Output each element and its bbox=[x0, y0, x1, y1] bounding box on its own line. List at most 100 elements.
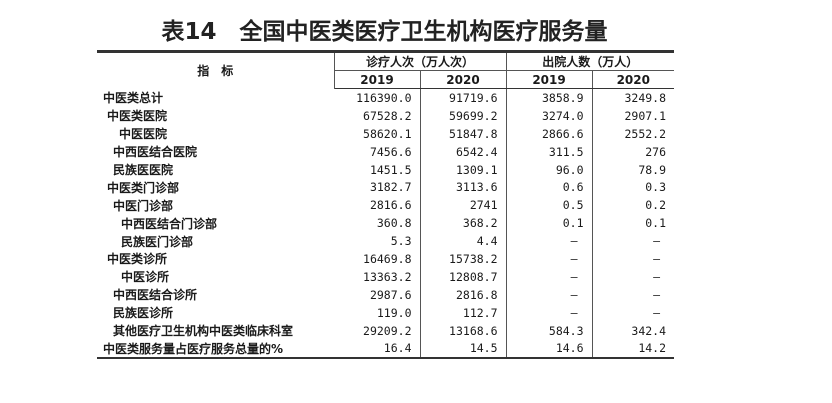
row-label: 中西医结合医院 bbox=[113, 145, 198, 160]
cell: 112.7 bbox=[420, 303, 507, 322]
cell: – bbox=[506, 232, 593, 251]
cell: – bbox=[653, 251, 661, 266]
row-label: 民族医诊所 bbox=[113, 306, 174, 321]
cell: 3249.8 bbox=[624, 90, 667, 105]
cell: 0.6 bbox=[506, 178, 593, 197]
cell: 360.8 bbox=[334, 214, 421, 233]
cell: – bbox=[653, 234, 661, 249]
indicator-header: 指 标 bbox=[97, 51, 335, 89]
row-label: 中医类服务量占医疗服务总量的% bbox=[103, 341, 284, 356]
cell: 2816.6 bbox=[334, 196, 421, 215]
cell: 3113.6 bbox=[420, 178, 507, 197]
cell: 342.4 bbox=[631, 323, 667, 338]
cell: 58620.1 bbox=[334, 124, 421, 143]
year-header: 2019 bbox=[334, 70, 421, 89]
cell: 0.5 bbox=[506, 196, 593, 215]
cell: 2866.6 bbox=[506, 124, 593, 143]
table-title: 表14 全国中医类医疗卫生机构医疗服务量 bbox=[161, 19, 608, 45]
cell: 311.5 bbox=[506, 142, 593, 161]
cell: 1451.5 bbox=[334, 160, 421, 179]
cell: – bbox=[506, 250, 593, 268]
cell: 16469.8 bbox=[334, 250, 421, 268]
cell: 4.4 bbox=[420, 232, 507, 251]
cell: 15738.2 bbox=[420, 250, 507, 268]
row-label: 中医诊所 bbox=[121, 270, 170, 285]
document: 表14 全国中医类医疗卫生机构医疗服务量 指 标 诊疗人次（万人次） 出院人数（… bbox=[97, 14, 675, 360]
cell: 29209.2 bbox=[334, 321, 421, 340]
row-label: 中医类门诊部 bbox=[107, 180, 180, 195]
cell: 116390.0 bbox=[334, 88, 421, 107]
year-header: 2019 bbox=[506, 70, 593, 89]
discharges-header: 出院人数（万人） bbox=[506, 51, 675, 71]
year-header: 2020 bbox=[592, 70, 675, 89]
table-row: 中医类诊所 16469.8 15738.2 – – bbox=[97, 250, 674, 268]
table-row: 中西医结合门诊部 360.8 368.2 0.1 0.1 bbox=[97, 214, 674, 233]
row-label: 其他医疗卫生机构中医类临床科室 bbox=[113, 324, 294, 339]
table-row: 民族医门诊部 5.3 4.4 – – bbox=[97, 232, 674, 251]
row-label: 民族医门诊部 bbox=[121, 234, 194, 249]
cell: 276 bbox=[645, 144, 667, 159]
cell: 3858.9 bbox=[506, 88, 593, 107]
cell: 14.6 bbox=[506, 339, 593, 359]
cell: 584.3 bbox=[506, 321, 593, 340]
row-label: 中医类诊所 bbox=[107, 252, 168, 267]
cell: 13168.6 bbox=[420, 321, 507, 340]
table-row: 中医类总计 116390.0 91719.6 3858.9 3249.8 bbox=[97, 88, 674, 107]
service-volume-table: 指 标 诊疗人次（万人次） 出院人数（万人） 2019 2020 2019 20… bbox=[97, 50, 675, 360]
visits-header: 诊疗人次（万人次） bbox=[334, 51, 507, 71]
year-header: 2020 bbox=[420, 70, 507, 89]
row-label: 中医门诊部 bbox=[113, 198, 174, 213]
cell: – bbox=[653, 305, 661, 320]
cell: 13363.2 bbox=[334, 267, 421, 286]
cell: 6542.4 bbox=[420, 142, 507, 161]
cell: 16.4 bbox=[334, 339, 421, 359]
table-row: 中医类医院 67528.2 59699.2 3274.0 2907.1 bbox=[97, 106, 674, 125]
table-row: 中医门诊部 2816.6 2741 0.5 0.2 bbox=[97, 196, 674, 215]
cell: – bbox=[506, 303, 593, 322]
cell: 78.9 bbox=[638, 162, 667, 177]
table-row: 中西医结合医院 7456.6 6542.4 311.5 276 bbox=[97, 142, 674, 161]
cell: 2907.1 bbox=[624, 108, 667, 123]
row-label: 民族医医院 bbox=[113, 163, 174, 177]
row-label: 中西医结合诊所 bbox=[113, 288, 198, 303]
table-row: 中医诊所 13363.2 12808.7 – – bbox=[97, 267, 674, 286]
cell: 0.2 bbox=[645, 198, 667, 213]
row-label: 中医类总计 bbox=[103, 91, 164, 106]
cell: 2987.6 bbox=[334, 285, 421, 304]
row-label: 中医医院 bbox=[119, 127, 168, 142]
cell: 119.0 bbox=[334, 303, 421, 322]
row-label: 中医类医院 bbox=[107, 109, 168, 124]
table-row: 其他医疗卫生机构中医类临床科室 29209.2 13168.6 584.3 34… bbox=[97, 321, 674, 340]
table-row: 中医医院 58620.1 51847.8 2866.6 2552.2 bbox=[97, 124, 674, 143]
cell: 3182.7 bbox=[334, 178, 421, 197]
cell: 2741 bbox=[420, 196, 507, 215]
cell: 368.2 bbox=[420, 214, 507, 233]
cell: 91719.6 bbox=[420, 88, 507, 107]
cell: 0.1 bbox=[645, 216, 667, 231]
cell: 5.3 bbox=[334, 232, 421, 251]
table-row: 中西医结合诊所 2987.6 2816.8 – – bbox=[97, 285, 674, 304]
cell: 3274.0 bbox=[506, 106, 593, 125]
cell: 51847.8 bbox=[420, 124, 507, 143]
table-row: 民族医诊所 119.0 112.7 – – bbox=[97, 303, 674, 322]
cell: – bbox=[653, 269, 661, 284]
table-row: 中医类门诊部 3182.7 3113.6 0.6 0.3 bbox=[97, 178, 674, 197]
cell: 96.0 bbox=[506, 160, 593, 179]
cell: 59699.2 bbox=[420, 106, 507, 125]
table-row: 民族医医院 1451.5 1309.1 96.0 78.9 bbox=[97, 160, 674, 179]
cell: 12808.7 bbox=[420, 267, 507, 286]
cell: 2552.2 bbox=[624, 126, 667, 141]
cell: 14.5 bbox=[420, 339, 507, 359]
cell: 1309.1 bbox=[420, 160, 507, 179]
cell: – bbox=[506, 285, 593, 304]
cell: – bbox=[653, 287, 661, 302]
row-label: 中西医结合门诊部 bbox=[121, 216, 218, 231]
cell: 7456.6 bbox=[334, 142, 421, 161]
table-row: 中医类服务量占医疗服务总量的% 16.4 14.5 14.6 14.2 bbox=[97, 339, 674, 359]
cell: – bbox=[506, 267, 593, 286]
cell: 67528.2 bbox=[334, 106, 421, 125]
cell: 0.3 bbox=[645, 180, 667, 195]
cell: 2816.8 bbox=[420, 285, 507, 304]
cell: 0.1 bbox=[506, 214, 593, 233]
cell: 14.2 bbox=[638, 341, 667, 356]
